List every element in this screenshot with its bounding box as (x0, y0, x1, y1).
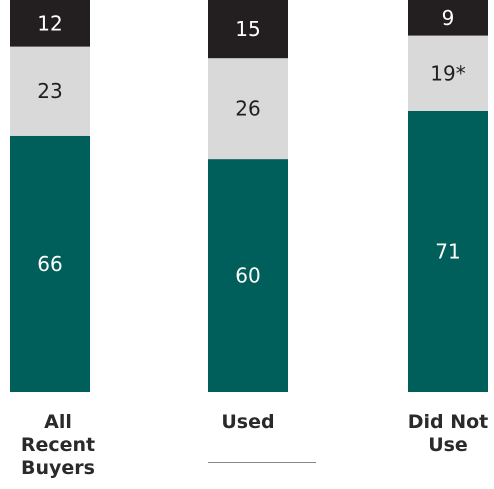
bar-segment-2-2 (408, 0, 488, 36)
data-label-0-2: 12 (37, 11, 62, 35)
category-label-line: Recent (20, 434, 96, 456)
bar-segment-2-1 (408, 35, 488, 111)
category-label-all-recent-buyers: All Recent Buyers (6, 411, 110, 480)
bar-segment-1-2 (208, 0, 288, 59)
bar-segment-2-0 (408, 110, 488, 393)
category-label-line: All (44, 411, 72, 433)
bar-segment-0-1 (10, 46, 90, 136)
category-label-used: Used (196, 411, 300, 434)
category-label-did-not-use: Did Not Use (396, 411, 494, 457)
data-label-2-1: 19* (430, 61, 465, 85)
divider-line (208, 462, 316, 463)
data-label-1-2: 15 (235, 17, 260, 41)
data-label-2-0: 71 (435, 239, 460, 263)
data-label-0-1: 23 (37, 79, 62, 103)
data-label-1-0: 60 (235, 264, 260, 288)
bar-segment-0-2 (10, 0, 90, 47)
data-label-2-2: 9 (442, 6, 455, 30)
data-label-0-0: 66 (37, 252, 62, 276)
bar-segment-0-0 (10, 135, 90, 393)
data-label-1-1: 26 (235, 97, 260, 121)
category-label-line: Used (221, 411, 275, 433)
category-label-line: Did Not (407, 411, 489, 433)
bar-segment-1-1 (208, 58, 288, 160)
bar-segment-1-0 (208, 159, 288, 392)
category-label-line: Buyers (21, 457, 95, 479)
category-label-line: Use (428, 434, 468, 456)
